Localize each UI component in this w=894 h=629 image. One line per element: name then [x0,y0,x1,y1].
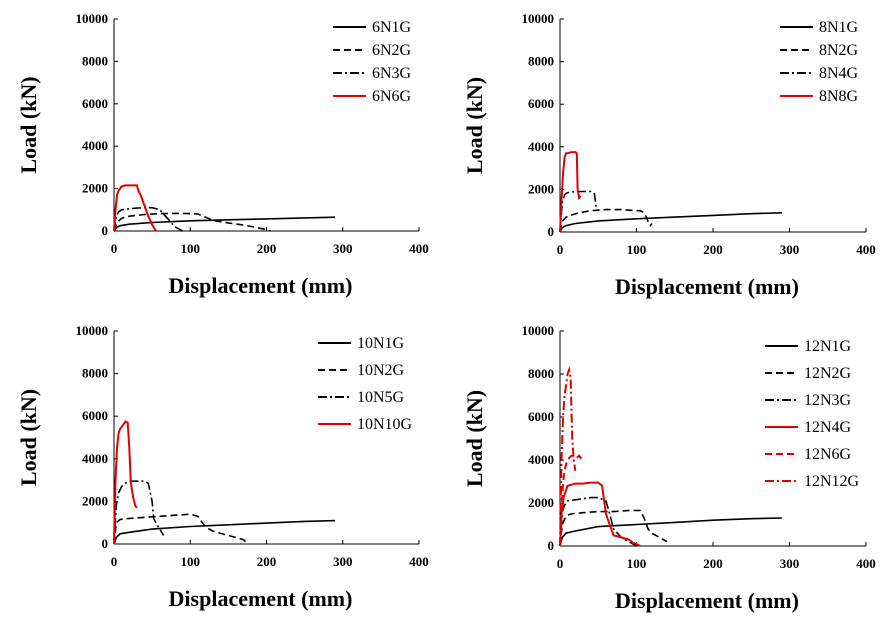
y-tick-label: 0 [102,536,109,551]
series-line-10N1G [113,519,336,545]
y-axis-title: Load (kN) [462,77,487,174]
y-tick-label: 8000 [528,54,554,69]
series-line-10N5G [113,480,165,545]
legend-label: 10N5G [357,389,405,406]
series-line-10N2G [113,513,248,545]
series-line-12N4G [559,481,641,547]
legend-label: 12N3G [804,392,852,409]
y-tick-label: 2000 [82,181,108,196]
legend-label: 6N1G [372,19,412,36]
series-line-8N1G [559,212,782,233]
y-tick-label: 8000 [528,366,554,381]
legend-label: 8N8G [819,88,859,105]
y-tick-label: 6000 [82,408,108,423]
series-line-6N1G [113,216,336,232]
x-tick-label: 300 [333,554,353,569]
x-tick-label: 100 [627,242,647,257]
series-line-8N8G [559,151,582,233]
x-axis-title: Displacement (mm) [169,273,353,298]
x-tick-label: 300 [780,556,800,571]
y-tick-label: 10000 [76,323,109,338]
x-tick-label: 100 [627,556,647,571]
x-tick-label: 300 [780,242,800,257]
x-axis-title: Displacement (mm) [615,274,799,299]
x-tick-label: 400 [409,554,429,569]
x-tick-label: 0 [111,241,118,256]
y-tick-label: 6000 [528,96,554,111]
chart-panel-8n: 0 2000 4000 6000 8000 10000 0 100 200 300 400 Displ… [462,11,876,299]
y-tick-label: 8000 [82,53,108,68]
x-tick-label: 400 [856,556,876,571]
legend-label: 12N6G [804,446,852,463]
x-tick-label: 300 [333,241,353,256]
legend-label: 8N1G [819,19,859,36]
x-tick-label: 200 [257,554,277,569]
y-tick-label: 4000 [82,138,108,153]
legend-label: 6N2G [372,42,412,59]
x-tick-label: 400 [409,241,429,256]
legend-label: 10N10G [357,416,413,433]
y-tick-label: 2000 [528,181,554,196]
x-tick-label: 100 [181,554,201,569]
y-axis-title: Load (kN) [462,390,487,487]
legend-label: 12N4G [804,419,852,436]
x-tick-label: 200 [703,242,723,257]
y-tick-label: 4000 [528,452,554,467]
series-line-8N2G [559,208,653,233]
series-line-6N6G [113,184,157,232]
x-tick-label: 0 [111,554,118,569]
y-tick-label: 4000 [528,139,554,154]
series-line-12N1G [559,517,782,547]
y-tick-label: 0 [548,538,555,553]
legend-label: 8N4G [819,65,859,82]
y-tick-label: 4000 [82,451,108,466]
x-tick-label: 0 [557,556,564,571]
x-tick-label: 200 [257,241,277,256]
legend-label: 12N1G [804,338,852,355]
series-line-8N4G [559,190,600,233]
legend-label: 12N2G [804,365,852,382]
x-tick-label: 400 [856,242,876,257]
x-tick-label: 100 [181,241,201,256]
legend-label: 6N3G [372,65,412,82]
legend-label: 10N2G [357,362,405,379]
y-tick-label: 6000 [82,96,108,111]
chart-panel-10n: 0 2000 4000 6000 8000 10000 0 100 200 300 400 Displ… [16,323,429,611]
series-line-12N12G [559,365,577,547]
series-line-6N2G [113,212,271,232]
y-tick-label: 6000 [528,409,554,424]
legend-label: 8N2G [819,42,859,59]
series-line-12N6G [559,454,584,547]
x-tick-label: 200 [703,556,723,571]
x-tick-label: 0 [557,242,564,257]
y-tick-label: 10000 [522,11,555,26]
y-axis-title: Load (kN) [16,389,41,486]
series-line-12N3G [559,496,637,547]
legend-label: 12N12G [804,473,860,490]
legend-label: 10N1G [357,335,405,352]
chart-panel-12n: 0 2000 4000 6000 8000 10000 0 100 200 300 400 Displ… [462,323,876,613]
x-axis-title: Displacement (mm) [615,588,799,613]
y-tick-label: 8000 [82,366,108,381]
x-axis-title: Displacement (mm) [169,586,353,611]
y-tick-label: 0 [102,223,109,238]
y-tick-label: 0 [548,224,555,239]
chart-panel-6n: 0 2000 4000 6000 8000 10000 0 100 200 300 400 Displ… [16,11,429,298]
y-tick-label: 10000 [76,11,109,26]
y-tick-label: 2000 [528,495,554,510]
y-tick-label: 2000 [82,493,108,508]
series-line-10N10G [113,420,138,545]
y-tick-label: 10000 [522,323,555,338]
y-axis-title: Load (kN) [16,76,41,173]
series-line-6N3G [113,206,183,232]
legend-label: 6N6G [372,88,412,105]
